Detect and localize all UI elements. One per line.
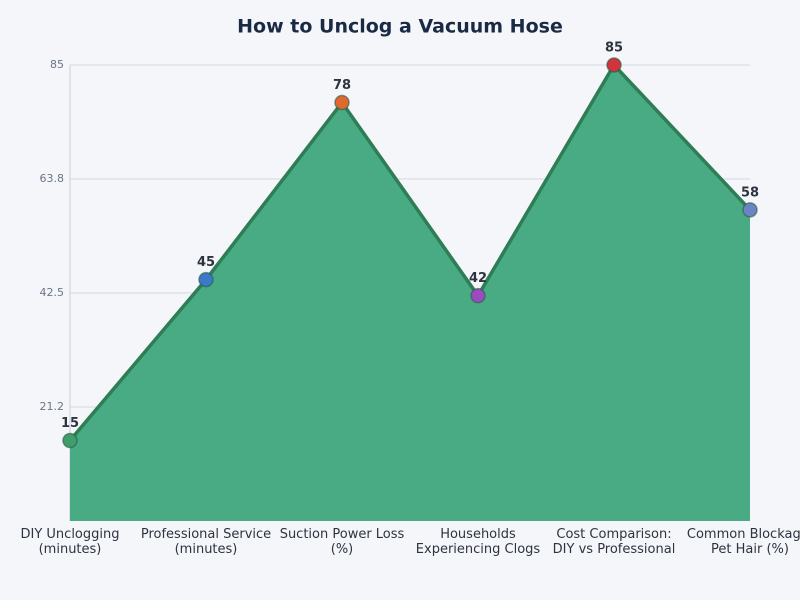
area	[70, 65, 750, 521]
x-tick-label: Common Blockage: Pet Hair (%)	[686, 527, 800, 557]
y-tick-label: 63.8	[40, 172, 65, 185]
data-label: 85	[605, 41, 623, 56]
line	[68, 63, 752, 442]
chart-title: How to Unclog a Vacuum Hose	[237, 16, 563, 38]
y-tick-label: 42.5	[40, 286, 65, 299]
data-label: 58	[741, 185, 759, 200]
data-label: 42	[469, 271, 487, 286]
x-tick-label: Households Experiencing Clogs	[415, 527, 541, 557]
data-label: 15	[61, 416, 79, 431]
point	[742, 202, 758, 218]
data-label: 45	[197, 255, 215, 270]
data-label: 78	[333, 78, 351, 93]
x-tick-label: Suction Power Loss (%)	[279, 527, 405, 557]
x-tick-label: Professional Service (minutes)	[140, 527, 272, 557]
point	[606, 57, 622, 73]
point	[470, 287, 486, 304]
x-tick-label: DIY Unclogging (minutes)	[20, 527, 120, 557]
point	[198, 271, 214, 288]
y-tick-label: 21.2	[40, 400, 65, 413]
point	[62, 432, 78, 449]
point	[334, 94, 350, 111]
x-tick-label: Cost Comparison: DIY vs Professional	[552, 527, 676, 557]
y-tick-label: 85	[50, 58, 64, 71]
